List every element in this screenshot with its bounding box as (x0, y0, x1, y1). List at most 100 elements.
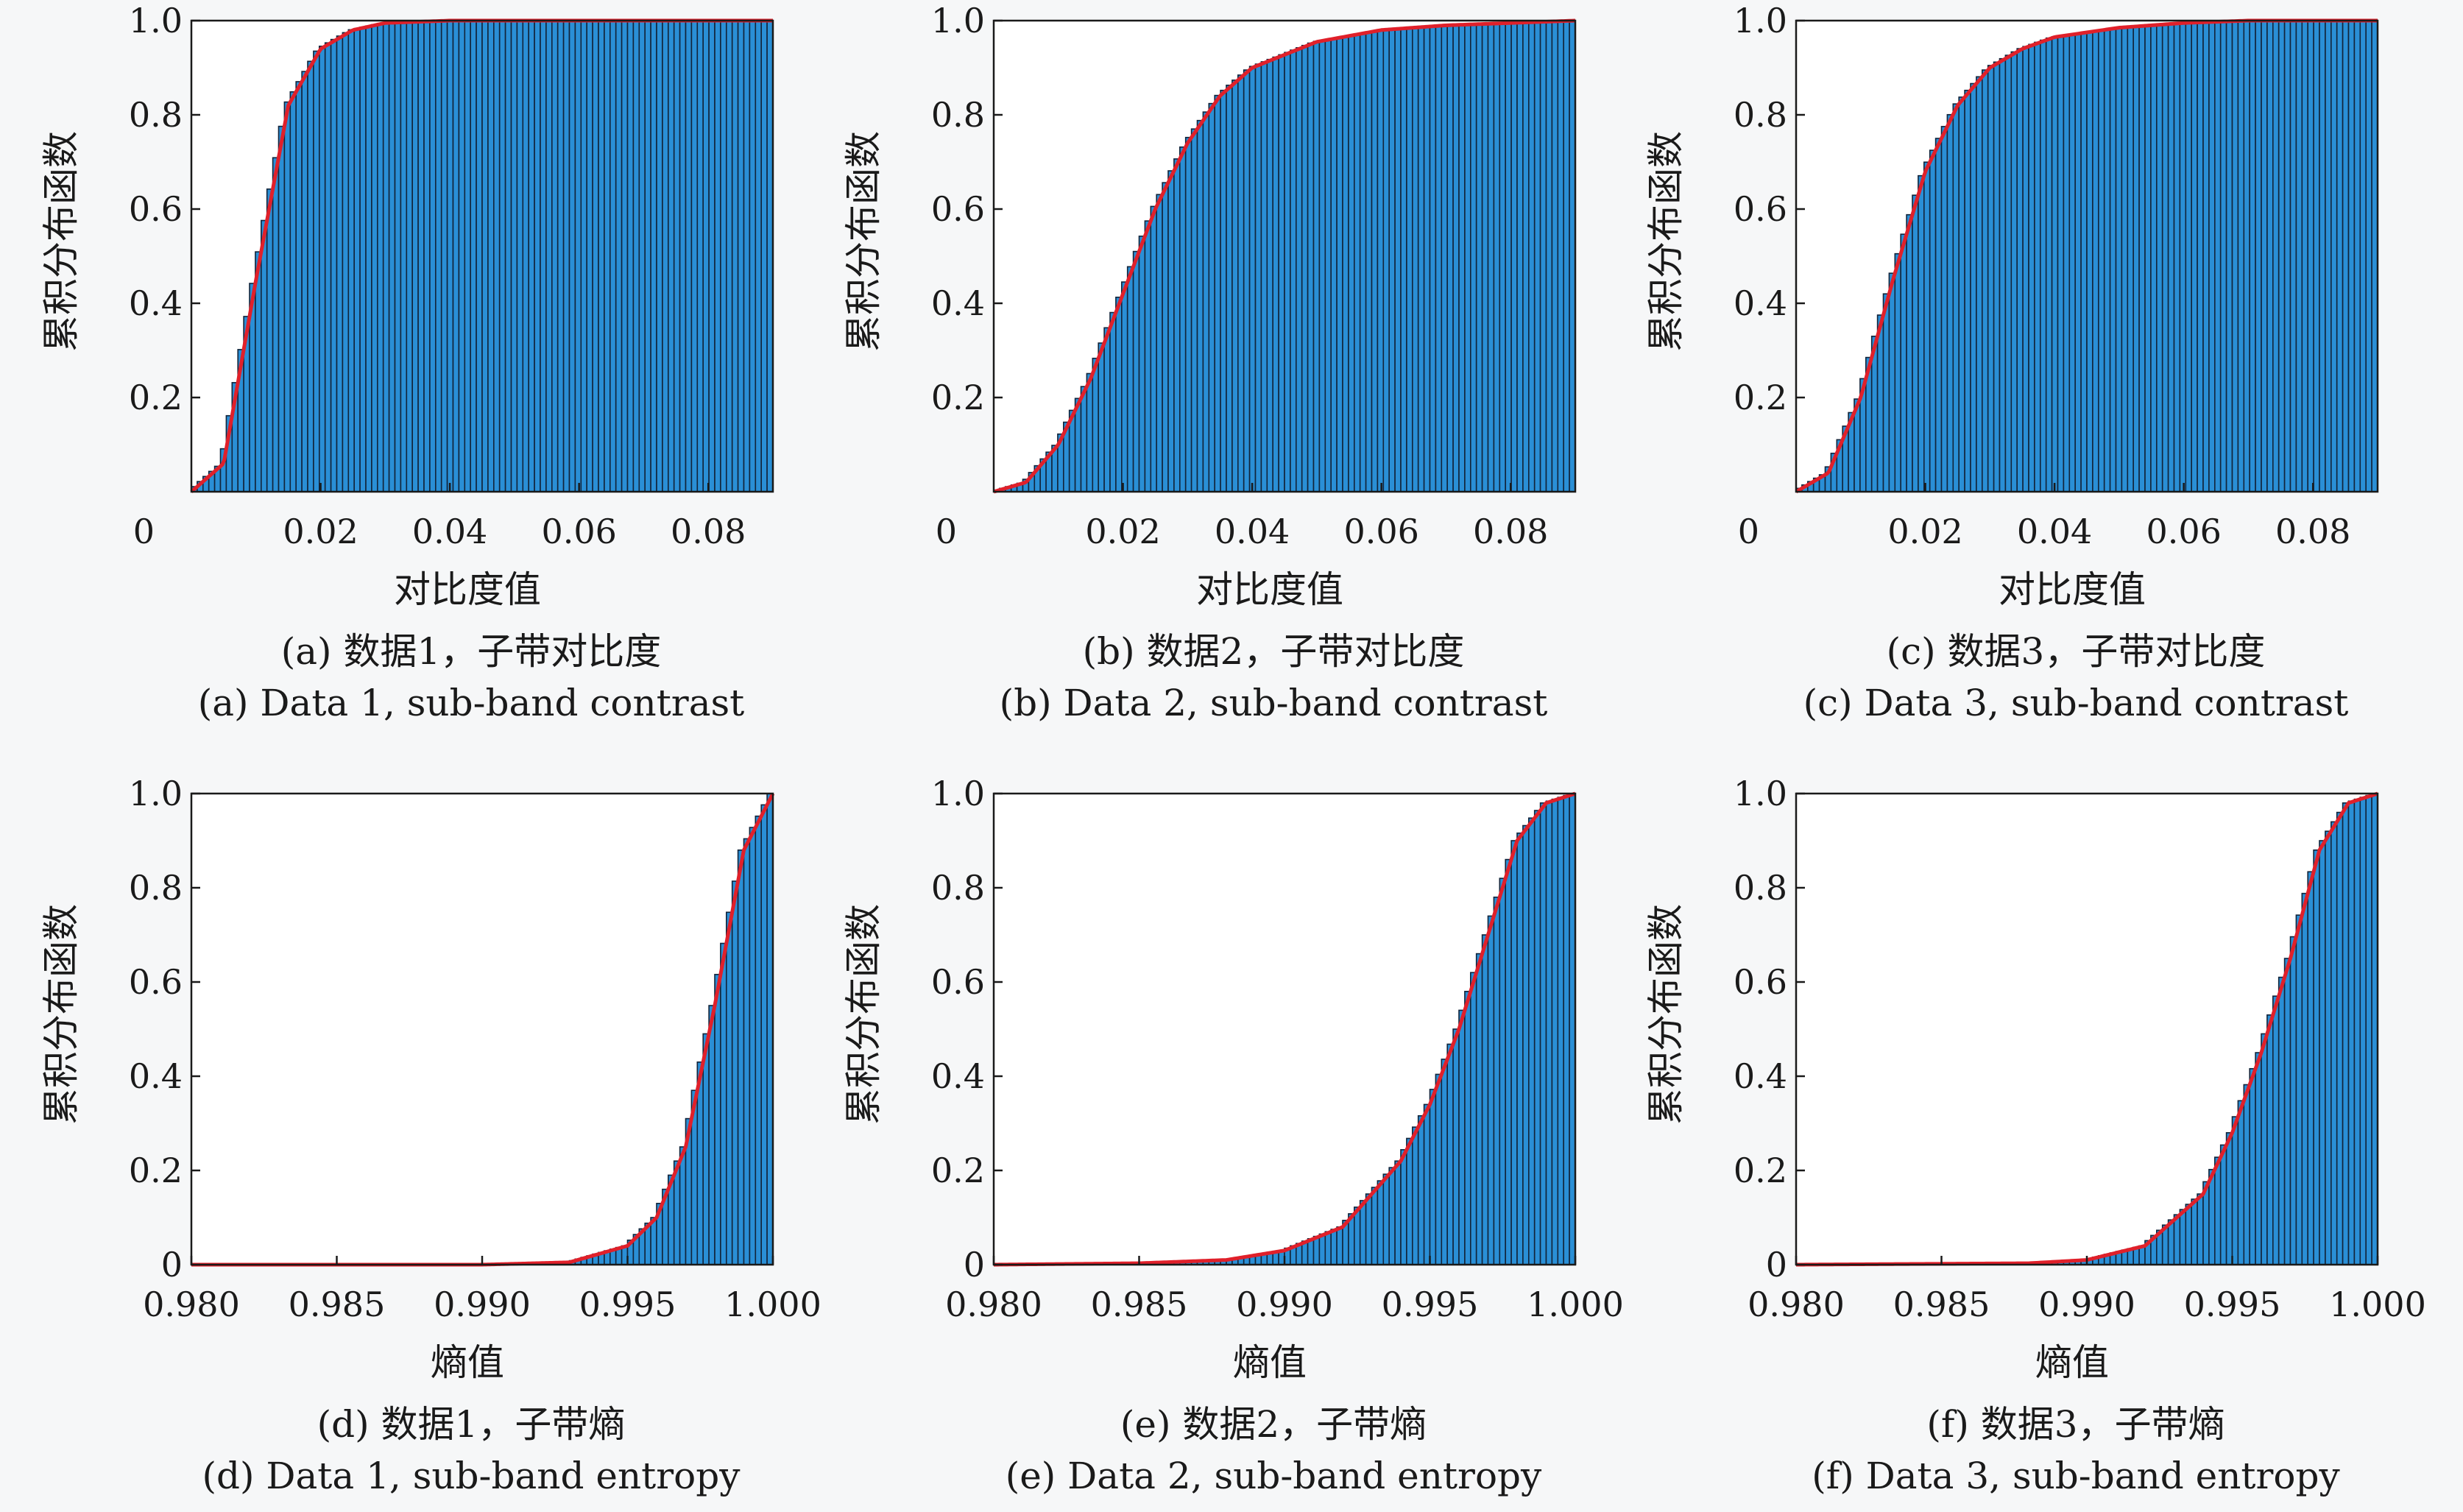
y-tick-label: 0.6 (1734, 962, 1787, 1002)
y-tick-label: 0.2 (129, 1151, 183, 1190)
bar (2278, 976, 2286, 1265)
bar (1371, 1187, 1379, 1265)
bar (1464, 990, 1471, 1265)
bar (1330, 1229, 1337, 1265)
bar (2231, 20, 2239, 492)
bar (2185, 1204, 2192, 1265)
bar (1545, 800, 1553, 1265)
bar (1359, 1200, 1367, 1265)
bar (423, 21, 431, 492)
bar (289, 91, 297, 492)
y-axis-label: 累积分布函数 (842, 904, 885, 1125)
chart-panel-a: 0.2 0.4 0.6 0.8 1.0 0.02 0.04 0.06 0.08 0 对比度值 累积分布… (22, 0, 832, 736)
bar (2173, 22, 2181, 492)
chart-svg-f: 0 0.2 0.4 0.6 0.8 1.0 0.980 0.985 0.990 0.995 1.00… (1644, 774, 2426, 1384)
bar (1138, 236, 1146, 492)
x-tick-label: 1.000 (1527, 1285, 1624, 1324)
bar (2004, 54, 2013, 492)
bar (1429, 1089, 1437, 1265)
caption-cn: (f) 数据3，子带熵 (1926, 1403, 2225, 1446)
bar (2191, 21, 2198, 492)
bar (609, 20, 617, 492)
bar (1464, 24, 1471, 492)
bar (1522, 824, 1530, 1265)
x-tick-label: 0.02 (1085, 512, 1160, 551)
bar (1144, 220, 1152, 492)
bar (2365, 20, 2372, 492)
bar (1946, 113, 1954, 492)
caption-cn: (d) 数据1，子带熵 (317, 1403, 626, 1446)
bar-series (487, 793, 774, 1265)
bar (2208, 21, 2216, 492)
x-tick-label: 0.08 (1473, 512, 1548, 551)
bar (2301, 892, 2308, 1265)
chart-panel-f: 0 0.2 0.4 0.6 0.8 1.0 0.980 0.985 0.990 0.995 1.00… (1627, 773, 2437, 1509)
bar (1493, 22, 1501, 492)
y-tick-label: 0.4 (1734, 283, 1787, 323)
caption-en: (e) Data 2, sub-band entropy (1005, 1455, 1542, 1497)
bar (2179, 1209, 2187, 1265)
bar (1377, 1180, 1385, 1265)
x-tick-label: 0.04 (1215, 512, 1290, 551)
bar (2086, 31, 2093, 492)
bar (2057, 35, 2065, 492)
bar (1336, 1226, 1343, 1265)
bar (1545, 21, 1553, 492)
chart-panel-b: 0.2 0.4 0.6 0.8 1.0 0.02 0.04 0.06 0.08 0 对比度值 累积分布… (824, 0, 1634, 736)
bar (1557, 796, 1564, 1265)
bar (1248, 66, 1257, 492)
bar (2092, 29, 2099, 492)
x-tick-label: 0.08 (671, 512, 746, 551)
bar (2115, 27, 2123, 492)
bar (2249, 20, 2256, 492)
y-tick-label: 1.0 (931, 774, 985, 813)
bar (714, 20, 721, 492)
bar (755, 815, 762, 1265)
bar (1976, 76, 1983, 492)
bar (1254, 63, 1262, 492)
bar (737, 20, 745, 492)
bar (1103, 327, 1111, 492)
bar (2219, 21, 2227, 492)
bar (679, 20, 687, 492)
y-tick-label: 0.4 (931, 283, 985, 323)
y-tick-label: 0.8 (129, 95, 183, 135)
bar (1999, 57, 2007, 492)
chart-svg-e: 0 0.2 0.4 0.6 0.8 1.0 0.980 0.985 0.990 0.995 1.00… (842, 774, 1624, 1384)
bar (2347, 800, 2356, 1265)
plot-frame (1795, 19, 2379, 493)
bar-series (993, 20, 1576, 492)
bar (2307, 20, 2314, 492)
bar (1894, 252, 1901, 492)
y-tick-label: 1.0 (129, 1, 183, 40)
bar (476, 20, 483, 492)
bar (598, 20, 605, 492)
x-axis-label: 熵值 (431, 1341, 504, 1384)
bar (1086, 372, 1094, 492)
bar (1516, 832, 1524, 1265)
bar (749, 827, 757, 1265)
bar (1876, 314, 1884, 492)
y-tick-label: 0.6 (1734, 189, 1787, 229)
bar (1429, 25, 1437, 492)
chart-panel-c: 0.2 0.4 0.6 0.8 1.0 0.02 0.04 0.06 0.08 0 对比度值 累积分布… (1627, 0, 2437, 736)
x-tick-label: 0.06 (541, 512, 616, 551)
bar (2028, 43, 2035, 492)
bar (1220, 89, 1227, 492)
bar (464, 20, 471, 492)
y-tick-label: 0.2 (129, 378, 183, 417)
bar (1406, 1137, 1413, 1265)
bar (2330, 20, 2338, 492)
x-tick-label: 0.980 (945, 1285, 1042, 1324)
bar (2365, 794, 2372, 1265)
x-tick-label: 0.04 (412, 512, 487, 551)
bar (1318, 1233, 1326, 1265)
bar (347, 29, 355, 492)
bar (2016, 48, 2024, 492)
bar (278, 125, 286, 492)
bar (2255, 20, 2262, 492)
y-axis-label: 累积分布函数 (1644, 131, 1687, 352)
caption-en: (c) Data 3, sub-band contrast (1803, 682, 2349, 724)
bar (2278, 20, 2286, 492)
bar (1226, 85, 1233, 492)
